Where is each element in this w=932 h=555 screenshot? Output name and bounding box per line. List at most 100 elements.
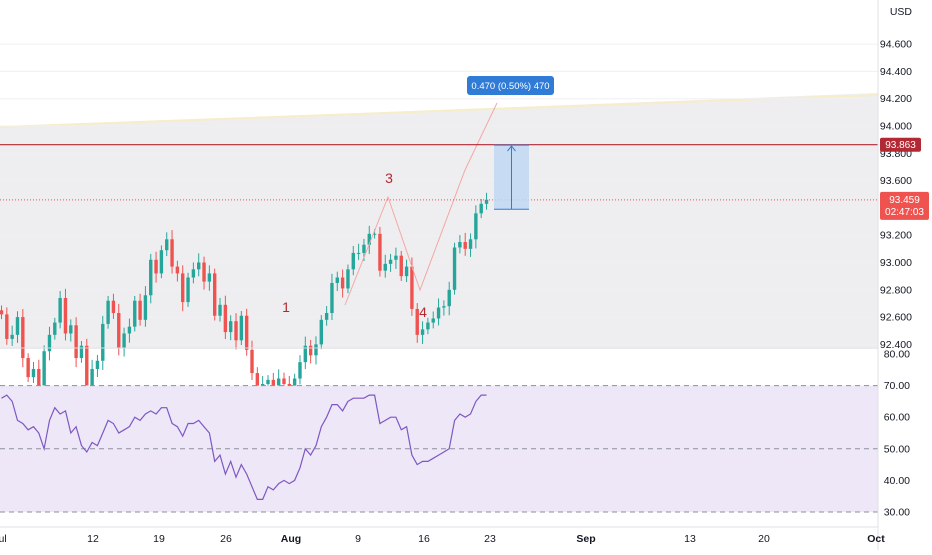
candle[interactable] — [378, 233, 382, 271]
candle[interactable] — [202, 262, 206, 282]
candle[interactable] — [228, 321, 233, 333]
wave-label: 3 — [385, 170, 393, 186]
candle[interactable] — [410, 266, 414, 309]
candle[interactable] — [468, 239, 473, 249]
candle[interactable] — [367, 233, 371, 245]
candle[interactable] — [314, 344, 318, 356]
candle[interactable] — [426, 322, 430, 330]
rsi-line[interactable] — [1, 394, 487, 500]
candle[interactable] — [37, 368, 41, 386]
candle[interactable] — [479, 203, 483, 214]
candle[interactable] — [213, 273, 217, 316]
candle[interactable] — [111, 300, 116, 314]
candle[interactable] — [292, 378, 297, 387]
last-price-label[interactable] — [880, 191, 929, 220]
candle[interactable] — [255, 373, 260, 387]
candle[interactable] — [10, 334, 14, 339]
candle[interactable] — [234, 321, 238, 341]
candle[interactable] — [335, 277, 339, 283]
candle[interactable] — [458, 242, 462, 248]
candle[interactable] — [117, 313, 121, 349]
candle[interactable] — [266, 379, 270, 384]
candle[interactable] — [21, 317, 25, 359]
price-tick-label: 94.600 — [880, 39, 912, 51]
candle[interactable] — [394, 255, 398, 260]
candle[interactable] — [63, 297, 68, 334]
candle[interactable] — [15, 317, 20, 335]
candle[interactable] — [399, 255, 403, 277]
candle[interactable] — [191, 269, 196, 278]
candle[interactable] — [90, 368, 94, 386]
candle[interactable] — [106, 300, 110, 324]
candle[interactable] — [42, 351, 46, 386]
candle[interactable] — [170, 239, 174, 267]
candle[interactable] — [282, 378, 286, 384]
candle[interactable] — [122, 333, 126, 349]
candle[interactable] — [340, 277, 345, 289]
candle[interactable] — [143, 295, 148, 320]
candle[interactable] — [127, 326, 132, 334]
candle[interactable] — [271, 379, 276, 386]
candle[interactable] — [319, 319, 323, 345]
candle[interactable] — [26, 358, 30, 378]
candle[interactable] — [442, 306, 446, 308]
candle[interactable] — [5, 314, 9, 339]
candle[interactable] — [154, 259, 158, 274]
candle[interactable] — [207, 273, 212, 282]
candle[interactable] — [415, 308, 419, 335]
candle[interactable] — [351, 252, 355, 270]
candle[interactable] — [356, 252, 361, 254]
candle[interactable] — [133, 300, 137, 327]
candle[interactable] — [239, 315, 244, 341]
candle[interactable] — [346, 269, 350, 289]
candle[interactable] — [250, 349, 254, 374]
candle[interactable] — [186, 277, 190, 303]
candle[interactable] — [31, 368, 36, 378]
candle[interactable] — [383, 263, 387, 271]
candle[interactable] — [47, 334, 52, 352]
candle[interactable] — [474, 213, 478, 240]
candle[interactable] — [138, 300, 142, 320]
currency-label: USD — [890, 6, 913, 18]
horizontal-line-price-label[interactable] — [880, 137, 921, 152]
candle[interactable] — [452, 247, 457, 290]
candle[interactable] — [0, 310, 4, 315]
candle[interactable] — [85, 345, 89, 386]
rsi-tick-label: 40.00 — [884, 475, 910, 487]
candle[interactable] — [431, 318, 435, 323]
candle[interactable] — [175, 266, 180, 274]
candle[interactable] — [69, 325, 73, 334]
candle[interactable] — [165, 239, 169, 251]
candle[interactable] — [463, 242, 467, 249]
candle[interactable] — [308, 345, 313, 356]
candle[interactable] — [218, 304, 222, 316]
candle[interactable] — [404, 266, 409, 277]
candle[interactable] — [149, 259, 153, 296]
candle[interactable] — [79, 345, 84, 359]
candle[interactable] — [324, 313, 329, 320]
candle[interactable] — [53, 322, 57, 335]
candle[interactable] — [447, 289, 451, 307]
candle[interactable] — [181, 273, 185, 303]
candle[interactable] — [58, 297, 62, 323]
candle[interactable] — [276, 378, 281, 386]
candle[interactable] — [436, 307, 441, 319]
candle[interactable] — [388, 259, 393, 264]
candle[interactable] — [484, 199, 489, 204]
candle[interactable] — [159, 250, 164, 274]
candle[interactable] — [372, 233, 377, 235]
candle[interactable] — [330, 282, 334, 314]
candle[interactable] — [197, 262, 201, 270]
candle[interactable] — [298, 362, 302, 379]
candle[interactable] — [95, 360, 100, 369]
candle[interactable] — [244, 315, 249, 350]
candle[interactable] — [362, 244, 366, 253]
candle[interactable] — [223, 304, 228, 333]
price-axis[interactable] — [878, 0, 932, 550]
candle[interactable] — [303, 345, 308, 363]
candle[interactable] — [74, 325, 78, 359]
candle[interactable] — [101, 323, 105, 361]
candle[interactable] — [420, 329, 425, 335]
